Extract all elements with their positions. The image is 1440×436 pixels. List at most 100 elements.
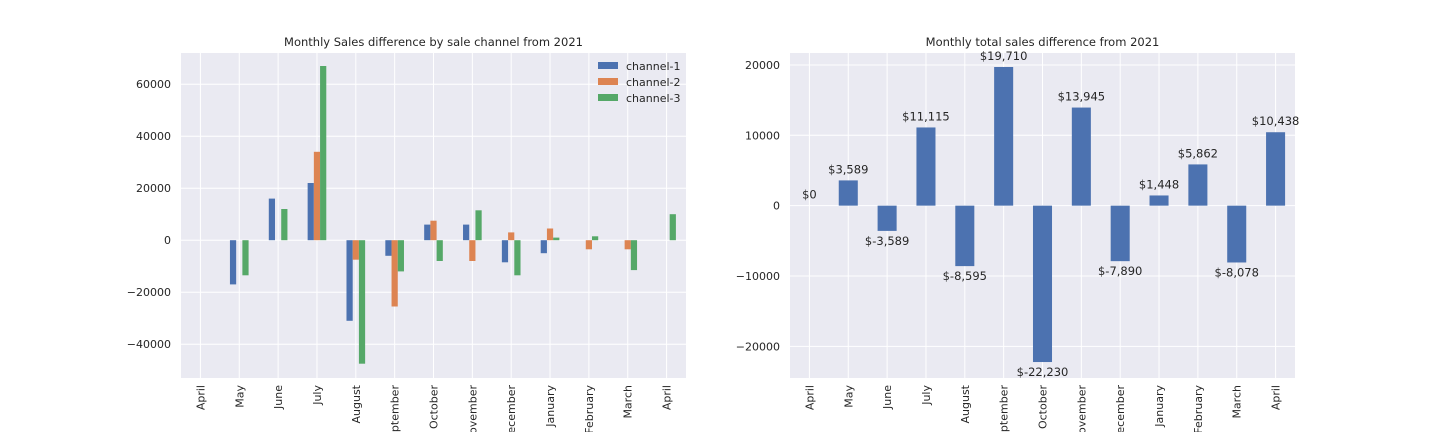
bar-channel-1 <box>268 198 276 241</box>
y-tick-label: 10000 <box>745 129 780 142</box>
y-tick-label: −10000 <box>736 270 780 283</box>
y-tick-label: 0 <box>773 200 780 213</box>
data-label: $13,945 <box>1058 90 1106 104</box>
channel-difference-chart: −40000 −20000 0 20000 40000 60000 April May June… <box>127 35 686 436</box>
x-tick-label: December <box>1114 385 1127 432</box>
data-label: $19,710 <box>980 49 1028 63</box>
bar-channel-2 <box>391 240 398 307</box>
bar-total <box>994 66 1014 206</box>
bar-channel-2 <box>624 240 631 250</box>
chart-title: Monthly Sales difference by sale channel… <box>284 35 583 49</box>
bar-total <box>1110 205 1130 262</box>
data-label: $-8,078 <box>1215 265 1259 279</box>
bar-channel-2 <box>313 151 321 241</box>
x-tick-label: April <box>661 385 674 410</box>
x-tick-label: September <box>389 385 402 432</box>
bar-channel-1 <box>385 240 392 256</box>
x-tick-label: January <box>544 385 557 428</box>
bar-total <box>1032 205 1053 363</box>
data-labels: $0 $3,589 $-3,589 $11,115 $-8,595 $19,710 $-22… <box>802 49 1299 379</box>
legend-label: channel-3 <box>626 92 681 105</box>
data-label: $0 <box>802 188 817 202</box>
data-label: $1,448 <box>1139 177 1179 191</box>
total-difference-chart: −20000 −10000 0 10000 20000 April May June July A… <box>736 35 1300 436</box>
bar-total <box>838 180 858 206</box>
y-tick-label: 40000 <box>136 130 171 143</box>
bar-total <box>1188 164 1208 206</box>
x-tick-label: November <box>466 385 479 432</box>
bar-channel-1 <box>424 224 431 241</box>
data-label: $5,862 <box>1178 146 1218 160</box>
x-tick-label: August <box>350 384 363 423</box>
x-tick-label: January <box>1153 385 1166 428</box>
bar-channel-3 <box>553 237 560 241</box>
y-tick-label: 0 <box>164 234 171 247</box>
data-label: $-7,890 <box>1098 264 1142 278</box>
data-label: $10,438 <box>1252 114 1300 128</box>
x-tick-label: August <box>959 384 972 423</box>
x-tick-label: April <box>803 385 816 410</box>
chart-title: Monthly total sales difference from 2021 <box>926 35 1160 49</box>
bar-channel-3 <box>669 214 676 241</box>
x-tick-label: April <box>194 385 207 410</box>
x-tick-label: September <box>998 385 1011 432</box>
x-tick-label: July <box>311 385 324 406</box>
x-tick-label: February <box>583 385 596 432</box>
x-tick-label: October <box>428 385 441 429</box>
x-tick-label: June <box>881 385 894 410</box>
bars <box>838 66 1286 363</box>
bar-channel-2 <box>469 240 476 261</box>
y-tick-label: 20000 <box>136 182 171 195</box>
x-tick-label: April <box>1270 385 1283 410</box>
data-label: $-3,589 <box>865 234 909 248</box>
bar-channel-3 <box>242 240 249 276</box>
bar-channel-2 <box>546 228 554 241</box>
bar-total <box>1227 205 1247 263</box>
x-tick-label: December <box>505 385 518 432</box>
x-tick-label: July <box>920 385 933 406</box>
y-tick-label: 60000 <box>136 78 171 91</box>
bar-total <box>955 205 975 267</box>
bar-channel-3 <box>475 210 482 241</box>
legend-label: channel-1 <box>626 60 681 73</box>
bar-channel-2 <box>430 220 437 241</box>
bar-total <box>877 205 897 231</box>
bar-channel-3 <box>514 240 521 276</box>
data-label: $-22,230 <box>1017 365 1069 379</box>
data-label: $3,589 <box>828 162 868 176</box>
legend-swatch <box>598 94 618 101</box>
bar-channel-3 <box>281 209 288 241</box>
bar-total <box>1149 195 1169 206</box>
x-tick-label: October <box>1037 385 1050 429</box>
legend: channel-1 channel-2 channel-3 <box>598 60 681 105</box>
bar-channel-1 <box>540 240 547 254</box>
bar-channel-2 <box>585 240 592 250</box>
legend-swatch <box>598 62 618 69</box>
bar-channel-3 <box>436 240 443 261</box>
x-tick-label: May <box>233 385 246 408</box>
x-tick-label: March <box>622 385 635 419</box>
bar-total <box>916 127 936 206</box>
legend-label: channel-2 <box>626 76 681 89</box>
bars <box>229 66 676 364</box>
bar-total <box>1266 132 1286 206</box>
bar-channel-3 <box>397 240 404 272</box>
bar-channel-2 <box>508 232 515 241</box>
data-label: $-8,595 <box>943 269 987 283</box>
bar-channel-3 <box>630 240 638 271</box>
bar-channel-1 <box>307 183 314 241</box>
bar-channel-3 <box>358 240 366 364</box>
bar-channel-3 <box>591 236 599 241</box>
y-tick-label: −20000 <box>127 286 171 299</box>
x-tick-label: February <box>1192 385 1205 432</box>
x-tick-label: November <box>1075 385 1088 432</box>
legend-swatch <box>598 78 618 85</box>
y-tick-label: −40000 <box>127 338 171 351</box>
y-tick-label: 20000 <box>745 59 780 72</box>
y-tick-label: −20000 <box>736 340 780 353</box>
bar-channel-3 <box>320 66 327 241</box>
x-tick-label: May <box>842 385 855 408</box>
data-label: $11,115 <box>902 109 950 123</box>
